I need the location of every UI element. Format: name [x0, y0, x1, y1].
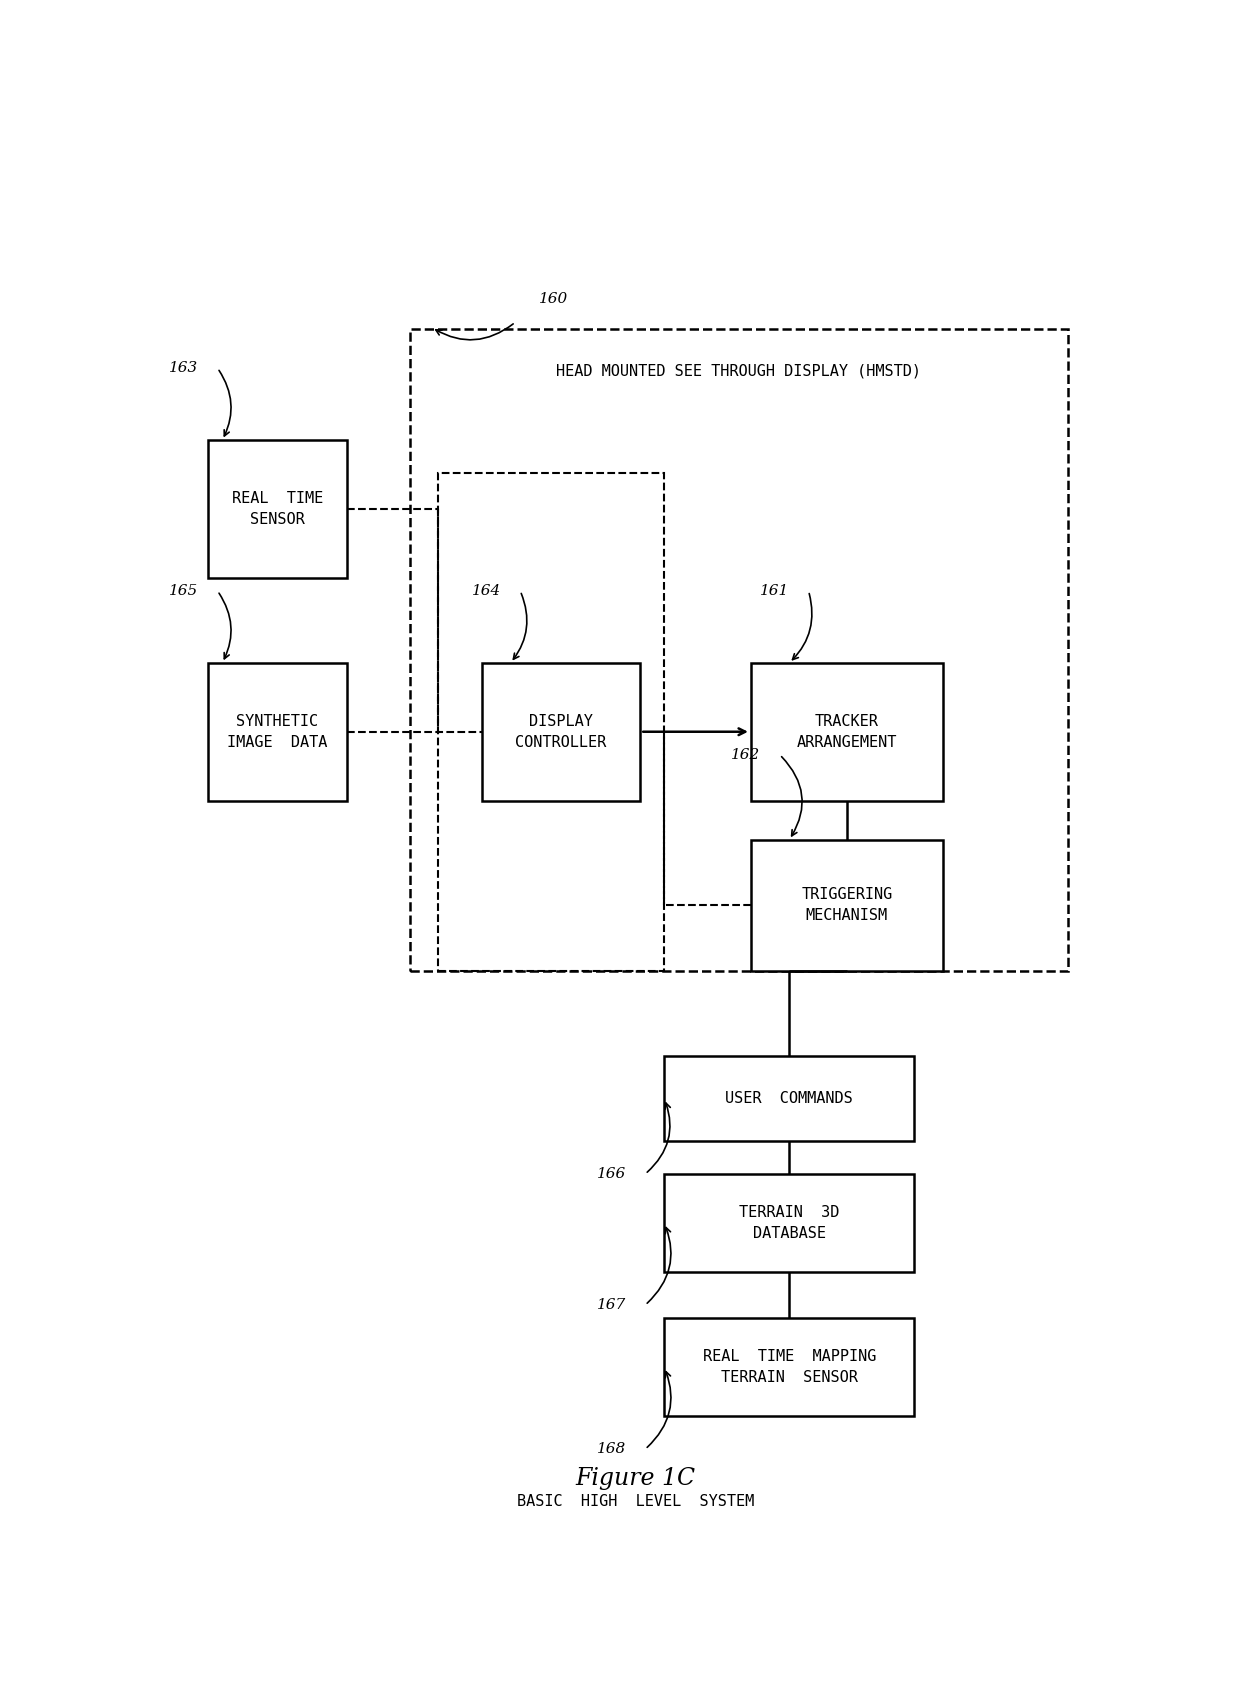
Text: 161: 161 — [760, 584, 789, 597]
Text: DISPLAY
CONTROLLER: DISPLAY CONTROLLER — [516, 713, 606, 751]
Text: HEAD MOUNTED SEE THROUGH DISPLAY (HMSTD): HEAD MOUNTED SEE THROUGH DISPLAY (HMSTD) — [557, 363, 921, 378]
Text: 163: 163 — [169, 361, 198, 374]
Text: BASIC  HIGH  LEVEL  SYSTEM: BASIC HIGH LEVEL SYSTEM — [517, 1494, 754, 1510]
Text: Figure 1C: Figure 1C — [575, 1467, 696, 1489]
Text: 164: 164 — [471, 584, 501, 597]
Text: TERRAIN  3D
DATABASE: TERRAIN 3D DATABASE — [739, 1205, 839, 1241]
Text: 168: 168 — [596, 1442, 626, 1457]
Text: SYNTHETIC
IMAGE  DATA: SYNTHETIC IMAGE DATA — [227, 713, 327, 751]
Bar — [208, 441, 347, 577]
Bar — [665, 1055, 914, 1142]
Bar — [751, 662, 944, 800]
Bar — [665, 1174, 914, 1273]
Bar — [481, 662, 640, 800]
Bar — [439, 473, 665, 970]
Text: 160: 160 — [539, 291, 569, 306]
Bar — [751, 839, 944, 970]
Text: USER  COMMANDS: USER COMMANDS — [725, 1091, 853, 1106]
Bar — [208, 662, 347, 800]
Text: TRIGGERING
MECHANISM: TRIGGERING MECHANISM — [801, 887, 893, 924]
Text: TRACKER
ARRANGEMENT: TRACKER ARRANGEMENT — [797, 713, 897, 751]
Text: 162: 162 — [732, 747, 760, 762]
Text: REAL  TIME
SENSOR: REAL TIME SENSOR — [232, 490, 324, 528]
Bar — [665, 1317, 914, 1416]
Text: REAL  TIME  MAPPING
TERRAIN  SENSOR: REAL TIME MAPPING TERRAIN SENSOR — [703, 1350, 875, 1385]
Bar — [409, 328, 1068, 970]
Text: 165: 165 — [169, 584, 198, 597]
Text: 167: 167 — [596, 1299, 626, 1312]
Text: 166: 166 — [596, 1168, 626, 1181]
